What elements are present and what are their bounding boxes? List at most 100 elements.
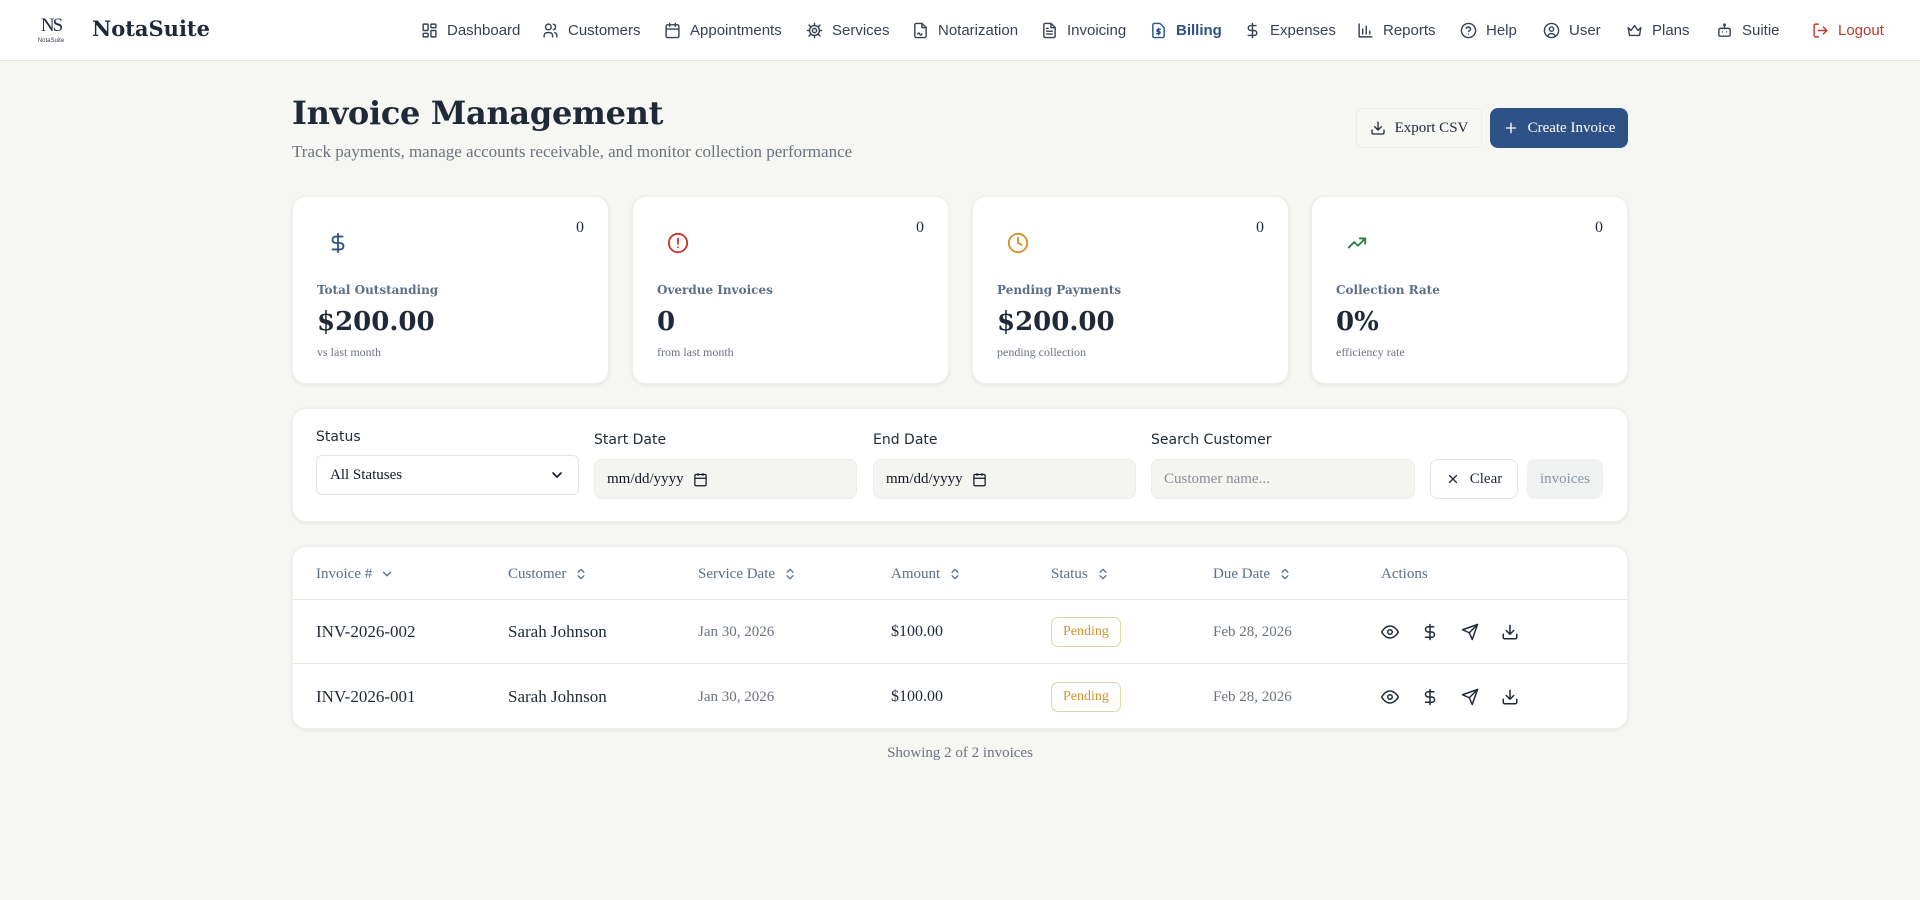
export-csv-button[interactable]: Export CSV <box>1356 108 1482 148</box>
stat-card-overdue-invoices: 0 Overdue Invoices 0 from last month <box>632 196 949 384</box>
nav-item-billing[interactable]: Billing <box>1150 19 1222 41</box>
column-header-invoice[interactable]: Invoice # <box>316 564 394 584</box>
logo-subtext: NotaSuite <box>37 38 65 44</box>
invoice-amount: $100.00 <box>891 688 943 705</box>
row-actions <box>1381 665 1519 728</box>
nav-item-suitie[interactable]: Suitie <box>1716 19 1780 41</box>
status-badge: Pending <box>1051 617 1121 647</box>
stat-card-note: vs last month <box>317 345 382 359</box>
status-filter-value: All Statuses <box>330 466 403 483</box>
nav-item-label: Reports <box>1383 21 1436 39</box>
nav-item-plans[interactable]: Plans <box>1626 19 1690 41</box>
stat-card-count: 0 <box>1595 219 1603 236</box>
nav-item-label: Expenses <box>1270 21 1336 39</box>
dashboard-icon <box>422 22 437 38</box>
view-invoice-button[interactable] <box>1381 623 1399 641</box>
service-date: Jan 30, 2026 <box>698 688 775 705</box>
logo-monogram: NS <box>40 15 63 36</box>
sort-icon <box>1099 568 1107 580</box>
nav-item-label: User <box>1569 21 1601 39</box>
stat-card-value: 0 <box>657 307 676 337</box>
dollar-icon <box>1424 623 1436 641</box>
sort-icon <box>951 568 959 580</box>
brand-name[interactable]: NotaSuite <box>92 16 210 41</box>
stat-card-label: Pending Payments <box>997 283 1122 297</box>
column-header-label: Due Date <box>1213 565 1271 582</box>
page-title: Invoice Management <box>292 94 664 132</box>
nav-item-label: Suitie <box>1742 21 1780 39</box>
stat-card-count: 0 <box>1256 219 1264 236</box>
nav-item-label: Dashboard <box>447 21 521 39</box>
stat-card-collection-rate: 0 Collection Rate 0% efficiency rate <box>1311 196 1628 384</box>
search-customer-input[interactable]: Customer name... <box>1151 459 1415 499</box>
invoice-count-chip: invoices <box>1527 459 1603 499</box>
nav-item-label: Notarization <box>938 21 1019 39</box>
column-header-due-date[interactable]: Due Date <box>1213 564 1292 584</box>
send-invoice-button[interactable] <box>1461 623 1479 641</box>
logout-icon <box>1813 22 1828 38</box>
clear-filters-button[interactable]: Clear <box>1430 459 1518 499</box>
nav-item-customers[interactable]: Customers <box>542 19 641 41</box>
stat-card-total-outstanding: 0 Total Outstanding $200.00 vs last mont… <box>292 196 609 384</box>
nav-item-label: Customers <box>568 21 641 39</box>
view-invoice-button[interactable] <box>1381 688 1399 706</box>
logout-button[interactable]: Logout <box>1812 19 1884 41</box>
gear-icon <box>806 22 823 38</box>
nav-item-services[interactable]: Services <box>806 19 890 41</box>
create-invoice-button[interactable]: Create Invoice <box>1490 108 1628 148</box>
nav-item-reports[interactable]: Reports <box>1357 19 1436 41</box>
start-date-input[interactable]: mm/dd/yyyy <box>594 459 857 499</box>
stat-card-pending-payments: 0 Pending Payments $200.00 pending colle… <box>972 196 1289 384</box>
nav-item-label: Invoicing <box>1067 21 1127 39</box>
status-cell: Pending <box>1051 665 1121 728</box>
send-invoice-button[interactable] <box>1461 688 1479 706</box>
download-invoice-button[interactable] <box>1501 688 1519 706</box>
record-payment-button[interactable] <box>1421 688 1439 706</box>
dollar-icon <box>1424 688 1436 706</box>
bar-chart-icon <box>1358 22 1373 38</box>
calendar-icon[interactable] <box>972 472 987 487</box>
end-date-input[interactable]: mm/dd/yyyy <box>873 459 1136 499</box>
due-date: Feb 28, 2026 <box>1213 623 1292 640</box>
search-customer-placeholder: Customer name... <box>1164 470 1270 487</box>
nav-item-notarization[interactable]: Notarization <box>912 19 1018 41</box>
nav-item-user[interactable]: User <box>1543 19 1601 41</box>
table-row[interactable]: INV-2026-001 Sarah Johnson Jan 30, 2026 … <box>293 665 1627 728</box>
column-header-amount[interactable]: Amount <box>891 564 962 584</box>
crown-icon <box>1627 24 1642 36</box>
chevron-down-icon <box>552 472 562 478</box>
brand-logo[interactable]: NS NotaSuite <box>28 13 74 49</box>
column-header-actions: Actions <box>1381 564 1428 584</box>
download-icon <box>1502 689 1518 705</box>
calendar-icon[interactable] <box>693 472 708 487</box>
eye-icon <box>1381 625 1399 639</box>
nav-item-help[interactable]: Help <box>1460 19 1517 41</box>
nav-item-dashboard[interactable]: Dashboard <box>421 19 520 41</box>
table-row[interactable]: INV-2026-002 Sarah Johnson Jan 30, 2026 … <box>293 600 1627 664</box>
invoice-amount: $100.00 <box>891 623 943 640</box>
nav-item-expenses[interactable]: Expenses <box>1244 19 1336 41</box>
service-date: Jan 30, 2026 <box>698 623 775 640</box>
stat-card-value: 0% <box>1336 307 1379 337</box>
dollar-icon <box>1247 22 1258 38</box>
file-signature-icon <box>914 22 927 38</box>
column-header-status[interactable]: Status <box>1051 564 1110 584</box>
calendar-icon <box>665 22 680 38</box>
dollar-icon <box>327 232 349 254</box>
nav-item-invoicing[interactable]: Invoicing <box>1041 19 1126 41</box>
nav-item-appointments[interactable]: Appointments <box>664 19 782 41</box>
sort-icon <box>786 568 794 580</box>
record-payment-button[interactable] <box>1421 623 1439 641</box>
download-invoice-button[interactable] <box>1501 623 1519 641</box>
column-header-service-date[interactable]: Service Date <box>698 564 797 584</box>
column-header-label: Status <box>1051 565 1088 582</box>
users-icon <box>543 22 558 38</box>
alert-circle-icon <box>667 232 689 254</box>
column-header-customer[interactable]: Customer <box>508 564 588 584</box>
status-filter-select[interactable]: All Statuses <box>316 455 579 495</box>
clear-filters-label: Clear <box>1469 470 1503 487</box>
sort-icon <box>1281 568 1289 580</box>
top-navigation: NS NotaSuite NotaSuite Dashboard Custome… <box>0 0 1920 61</box>
stat-card-note: from last month <box>657 345 734 359</box>
user-circle-icon <box>1543 22 1560 38</box>
